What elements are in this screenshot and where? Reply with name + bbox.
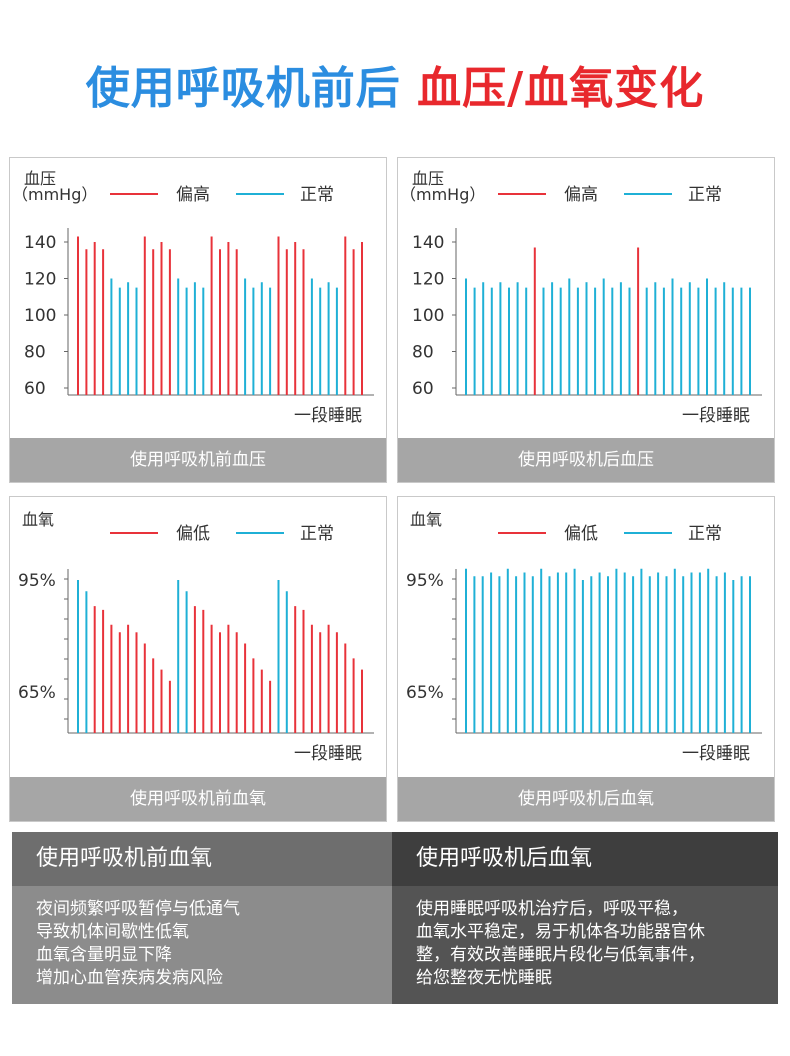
y-axis-unit-label: （mmHg） — [12, 185, 97, 204]
legend-label: 正常 — [688, 185, 722, 205]
chart-panel-spo2-after: 血氧偏低 正常 95% 65% 一段睡眠 使用呼吸机后血氧 — [397, 496, 775, 822]
y-tick-label: 95% — [18, 571, 56, 591]
y-axis-label: 血压 — [24, 169, 56, 188]
after-description: 使用睡眠呼吸机治疗后，呼吸平稳， 血氧水平稳定，易于机体各功能器官休 整，有效改… — [392, 886, 778, 990]
y-tick-label: 95% — [406, 571, 444, 591]
y-axis-unit-label: （mmHg） — [400, 185, 485, 204]
legend-label: 偏高 — [176, 185, 210, 205]
page-title: 使用呼吸机前后 血压/血氧变化 — [0, 52, 790, 116]
y-tick-label: 140 — [412, 233, 444, 253]
chart-panel-bp-before: 血压 （mmHg） 偏高 正常 140 120 100 80 60 一段睡眠 使用呼吸机前血压 — [9, 157, 387, 483]
y-tick-label: 80 — [24, 343, 46, 363]
description-line: 给您整夜无忧睡眠 — [416, 968, 552, 988]
bp-before-chart: 血压（mmHg） 偏高 正常 140 120 100 80 60 一段睡眠 — [12, 169, 374, 426]
description-line: 整，有效改善睡眠片段化与低氧事件， — [416, 945, 705, 965]
legend-label: 偏低 — [176, 524, 210, 544]
chart-caption: 使用呼吸机前血氧 — [10, 777, 386, 821]
before-description-box: 使用呼吸机前血氧 夜间频繁呼吸暂停与低通气 导致机体间歇性低氧 血氧含量明显下降… — [12, 832, 392, 1004]
y-tick-label: 100 — [412, 306, 444, 326]
legend-label: 正常 — [300, 185, 334, 205]
x-axis-label: 一段睡眠 — [294, 744, 362, 764]
y-axis-label: 血氧 — [22, 510, 54, 529]
chart-caption: 使用呼吸机后血压 — [398, 438, 774, 482]
description-line: 增加心血管疾病发病风险 — [36, 968, 223, 988]
title-part-1: 使用呼吸机前后 — [85, 63, 401, 114]
y-tick-label: 80 — [412, 343, 434, 363]
chart-caption: 使用呼吸机后血氧 — [398, 777, 774, 821]
y-tick-label: 60 — [412, 379, 434, 399]
bp-after-chart: 血压（mmHg） 偏高 正常 140 120 100 80 60 一段睡眠 — [400, 169, 762, 426]
legend-label: 偏低 — [564, 524, 598, 544]
description-line: 夜间频繁呼吸暂停与低通气 — [36, 899, 240, 919]
chart-caption: 使用呼吸机前血压 — [10, 438, 386, 482]
legend-label: 正常 — [300, 524, 334, 544]
y-tick-label: 65% — [18, 683, 56, 703]
y-axis-label: 血压 — [412, 169, 444, 188]
y-axis-label: 血氧 — [410, 510, 442, 529]
after-description-box: 使用呼吸机后血氧 使用睡眠呼吸机治疗后，呼吸平稳， 血氧水平稳定，易于机体各功能… — [392, 832, 778, 1004]
y-tick-label: 120 — [412, 270, 444, 290]
legend-label: 偏高 — [564, 185, 598, 205]
chart-panel-bp-after: 血压 （mmHg） 偏高 正常 140 120 100 80 60 一段睡眠 使用呼吸机后血压 — [397, 157, 775, 483]
description-line: 导致机体间歇性低氧 — [36, 922, 189, 942]
before-description: 夜间频繁呼吸暂停与低通气 导致机体间歇性低氧 血氧含量明显下降 增加心血管疾病发… — [12, 886, 392, 990]
description-line: 血氧含量明显下降 — [36, 945, 172, 965]
y-tick-label: 140 — [24, 233, 56, 253]
legend-label: 正常 — [688, 524, 722, 544]
x-axis-label: 一段睡眠 — [294, 406, 362, 426]
x-axis-label: 一段睡眠 — [682, 406, 750, 426]
title-part-2: 血压/血氧变化 — [417, 63, 705, 114]
y-tick-label: 120 — [24, 270, 56, 290]
chart-panel-spo2-before: 血氧偏低 正常 95% 65% 一段睡眠 使用呼吸机前血氧 — [9, 496, 387, 822]
description-line: 使用睡眠呼吸机治疗后，呼吸平稳， — [416, 899, 688, 919]
before-heading: 使用呼吸机前血氧 — [12, 832, 392, 886]
y-tick-label: 100 — [24, 306, 56, 326]
after-heading: 使用呼吸机后血氧 — [392, 832, 778, 886]
y-tick-label: 65% — [406, 683, 444, 703]
x-axis-label: 一段睡眠 — [682, 744, 750, 764]
description-line: 血氧水平稳定，易于机体各功能器官休 — [416, 922, 705, 942]
y-tick-label: 60 — [24, 379, 46, 399]
